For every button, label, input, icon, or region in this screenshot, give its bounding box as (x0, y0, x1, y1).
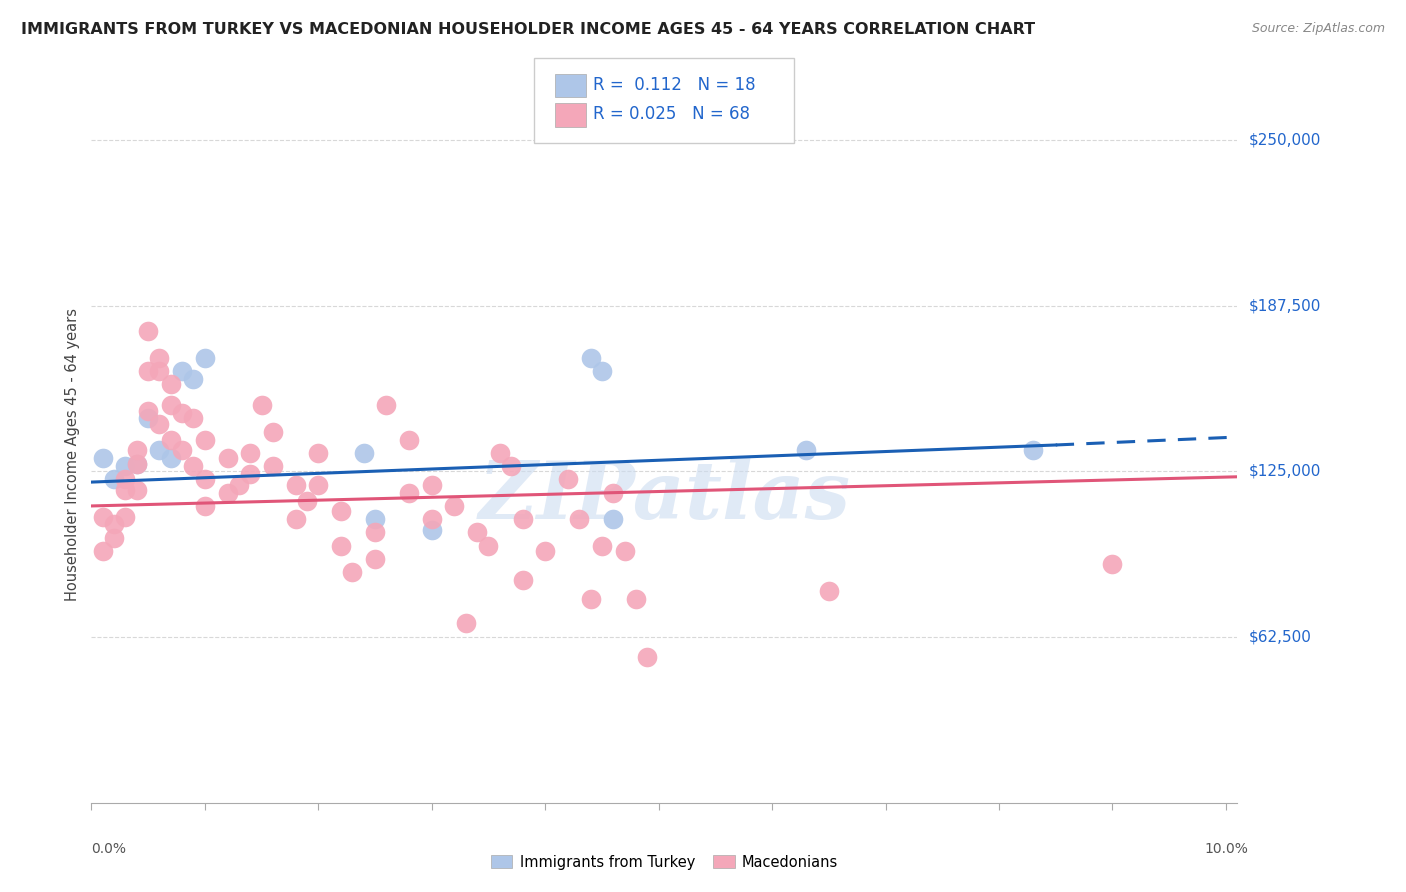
Point (591, 364, 613, 378)
Point (295, 493, 318, 508)
Text: $250,000: $250,000 (1249, 133, 1320, 148)
Point (307, 446, 329, 460)
Text: $62,500: $62,500 (1249, 630, 1312, 645)
Point (148, 351, 170, 365)
Point (103, 517, 125, 532)
Point (579, 591, 602, 606)
Point (568, 512, 591, 526)
Point (148, 417, 170, 431)
Point (624, 591, 647, 606)
Text: $187,500: $187,500 (1249, 298, 1320, 313)
Point (136, 324, 159, 338)
Point (602, 512, 624, 526)
Point (512, 573, 534, 587)
Point (159, 377, 181, 392)
Point (613, 544, 636, 558)
Text: IMMIGRANTS FROM TURKEY VS MACEDONIAN HOUSEHOLDER INCOME AGES 45 - 64 YEARS CORRE: IMMIGRANTS FROM TURKEY VS MACEDONIAN HOU… (21, 22, 1035, 37)
Point (512, 512, 534, 526)
Point (194, 351, 217, 365)
Point (443, 499, 465, 513)
Point (159, 451, 181, 466)
Point (364, 525, 387, 540)
Point (591, 539, 613, 553)
Point (114, 472, 136, 486)
Point (172, 443, 194, 458)
Point (794, 443, 817, 458)
Point (172, 406, 194, 420)
Text: 10.0%: 10.0% (1204, 842, 1249, 855)
Point (136, 364, 159, 378)
Point (183, 372, 205, 386)
Point (239, 446, 262, 460)
Point (194, 499, 217, 513)
Point (148, 364, 170, 378)
Legend: Immigrants from Turkey, Macedonians: Immigrants from Turkey, Macedonians (485, 849, 844, 876)
Point (420, 512, 443, 526)
Point (136, 403, 159, 417)
Point (636, 650, 658, 665)
Point (375, 398, 398, 412)
Point (602, 485, 624, 500)
Point (91, 509, 114, 524)
Point (364, 512, 387, 526)
Point (465, 525, 488, 540)
Point (125, 457, 148, 471)
Point (262, 459, 284, 474)
Point (1022, 443, 1045, 458)
Point (125, 483, 148, 497)
Point (125, 443, 148, 458)
Point (262, 425, 284, 439)
Point (114, 459, 136, 474)
Point (217, 485, 239, 500)
Point (194, 472, 217, 486)
Text: $125,000: $125,000 (1249, 464, 1320, 479)
Point (398, 485, 420, 500)
Point (91, 544, 114, 558)
Point (342, 565, 364, 579)
Text: R =  0.112   N = 18: R = 0.112 N = 18 (593, 76, 756, 94)
Point (557, 472, 579, 486)
Point (148, 443, 170, 458)
Point (1101, 558, 1123, 572)
Point (420, 477, 443, 491)
Point (353, 446, 375, 460)
Text: R = 0.025   N = 68: R = 0.025 N = 68 (593, 105, 751, 123)
Point (194, 433, 217, 447)
Point (420, 523, 443, 537)
Point (579, 351, 602, 365)
Point (136, 411, 159, 425)
Text: ZIPatlas: ZIPatlas (478, 458, 851, 535)
Point (172, 364, 194, 378)
Point (284, 477, 307, 491)
Point (91, 451, 114, 466)
Point (250, 398, 273, 412)
Point (501, 459, 523, 474)
Point (307, 477, 329, 491)
Point (454, 615, 477, 630)
Point (228, 477, 250, 491)
Point (398, 433, 420, 447)
Point (159, 433, 181, 447)
Point (284, 512, 307, 526)
Point (125, 457, 148, 471)
Text: 0.0%: 0.0% (91, 842, 127, 855)
Point (330, 504, 353, 518)
Point (159, 398, 181, 412)
Point (103, 472, 125, 486)
Y-axis label: Householder Income Ages 45 - 64 years: Householder Income Ages 45 - 64 years (65, 309, 80, 601)
Point (183, 459, 205, 474)
Point (330, 539, 353, 553)
Point (114, 509, 136, 524)
Point (239, 467, 262, 482)
Point (364, 552, 387, 566)
Point (477, 539, 499, 553)
Point (114, 483, 136, 497)
Point (488, 446, 510, 460)
Point (534, 544, 557, 558)
Point (103, 531, 125, 545)
Point (183, 411, 205, 425)
Text: Source: ZipAtlas.com: Source: ZipAtlas.com (1251, 22, 1385, 36)
Point (818, 583, 841, 598)
Point (217, 451, 239, 466)
